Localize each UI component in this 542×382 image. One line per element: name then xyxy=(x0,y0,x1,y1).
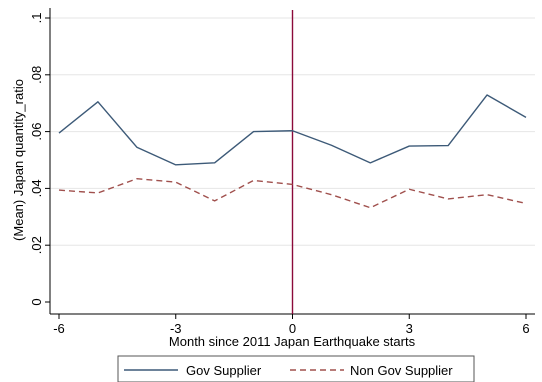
legend-label-gov-supplier: Gov Supplier xyxy=(186,363,262,378)
y-tick-label: .04 xyxy=(29,179,44,197)
y-axis-title: (Mean) Japan quantity_ratio xyxy=(11,79,26,241)
legend-label-non-gov-supplier: Non Gov Supplier xyxy=(350,363,453,378)
x-axis-title: Month since 2011 Japan Earthquake starts xyxy=(169,334,416,349)
legend-box xyxy=(117,355,475,382)
x-tick-label: -6 xyxy=(53,321,65,336)
series-line-non-gov-supplier xyxy=(58,178,527,209)
series-layer xyxy=(58,94,527,209)
series-line-gov-supplier xyxy=(58,94,527,166)
x-tick-label: 0 xyxy=(289,321,296,336)
y-tick-label: 0 xyxy=(29,298,44,305)
x-tick-label: 6 xyxy=(522,321,529,336)
y-tick-label: .08 xyxy=(29,66,44,84)
tick-labels: 0 .02 .04 .06 .08 .1 -6 -3 0 3 6 xyxy=(29,13,530,336)
y-tick-label: .02 xyxy=(29,236,44,254)
y-tick-label: .1 xyxy=(29,13,44,24)
axes xyxy=(45,8,535,319)
legend: Gov Supplier Non Gov Supplier xyxy=(117,355,475,382)
y-tick-label: .06 xyxy=(29,123,44,141)
x-tick-label: 3 xyxy=(406,321,413,336)
x-tick-label: -3 xyxy=(170,321,182,336)
